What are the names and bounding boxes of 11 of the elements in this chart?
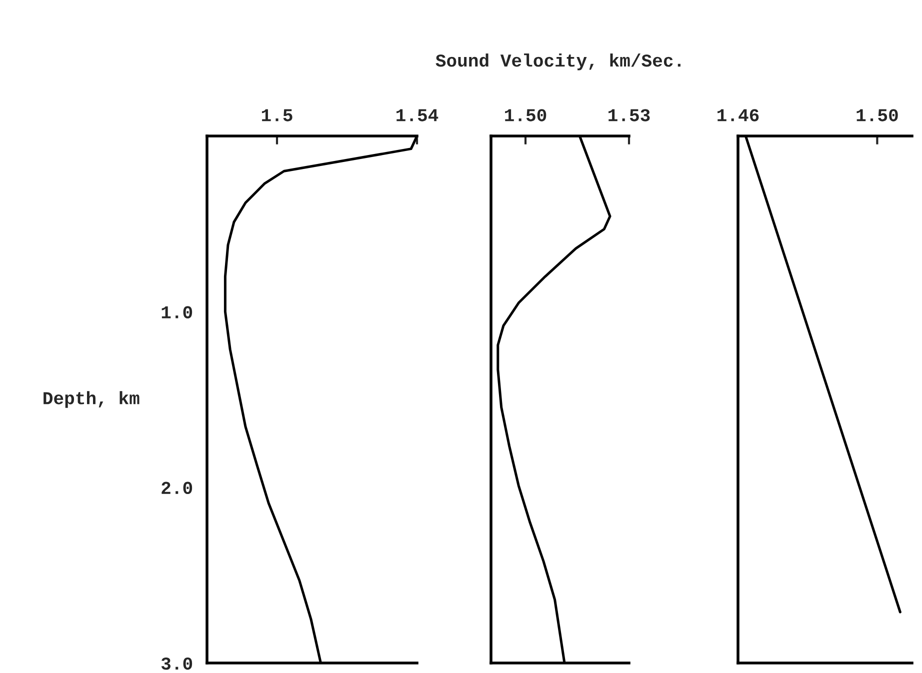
x-tick-label: 1.5 xyxy=(262,109,292,122)
chart-title: Sound Velocity, km/Sec. xyxy=(436,53,680,70)
y-axis-title: Depth, km xyxy=(44,391,140,408)
y-tick-label: 2.0 xyxy=(162,482,192,494)
y-tick-label: 1.0 xyxy=(162,306,192,318)
x-tick-label: 1.50 xyxy=(856,109,898,122)
x-tick-label: 1.46 xyxy=(718,109,759,122)
x-tick-label: 1.50 xyxy=(505,109,546,122)
x-tick-label: 1.54 xyxy=(396,109,438,122)
x-tick-label: 1.53 xyxy=(608,109,650,122)
y-tick-label: 3.0 xyxy=(161,657,192,670)
